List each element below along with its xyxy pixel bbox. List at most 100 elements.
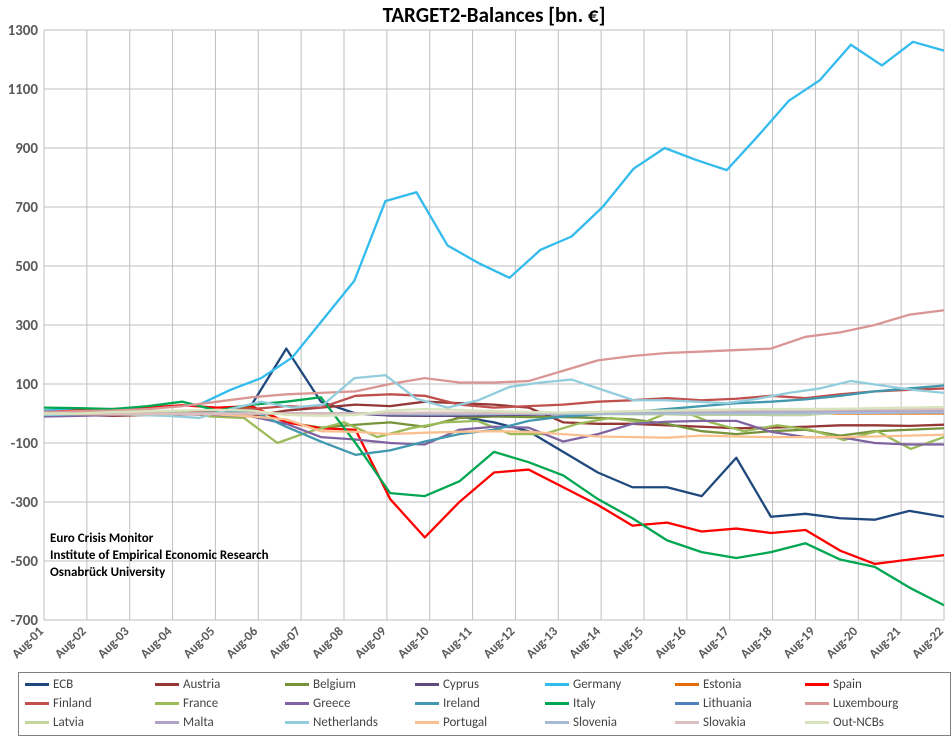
legend-item: Portugal	[415, 713, 545, 732]
legend-label: Greece	[313, 696, 350, 711]
x-axis-label: Aug-14	[566, 624, 604, 662]
legend-item: Malta	[155, 713, 285, 732]
legend-label: Out-NCBs	[833, 715, 884, 730]
legend-label: Austria	[183, 677, 220, 692]
x-axis-label: Aug-17	[695, 624, 733, 662]
legend-item: Finland	[25, 694, 155, 713]
legend-swatch	[545, 721, 569, 724]
legend-swatch	[285, 721, 309, 724]
x-axis-label: Aug-08	[309, 624, 347, 662]
legend-swatch	[545, 702, 569, 705]
legend-label: Luxembourg	[833, 696, 898, 711]
x-axis-label: Aug-21	[866, 624, 904, 662]
legend-swatch	[545, 683, 569, 686]
x-axis-label: Aug-22	[909, 624, 947, 662]
legend-swatch	[805, 721, 829, 724]
legend-label: Lithuania	[703, 696, 752, 711]
y-axis-label: 700	[15, 199, 38, 217]
legend-item: Slovakia	[675, 713, 805, 732]
legend-swatch	[155, 702, 179, 705]
legend-item: Netherlands	[285, 713, 415, 732]
legend-swatch	[415, 721, 439, 724]
legend-item: Lithuania	[675, 694, 805, 713]
legend-item: ECB	[25, 675, 155, 694]
legend-swatch	[675, 683, 699, 686]
attribution-line: Osnabrück University	[50, 565, 166, 580]
y-axis-label: -300	[11, 494, 39, 512]
legend-item: Out-NCBs	[805, 713, 935, 732]
legend-label: Slovakia	[703, 715, 746, 730]
legend-label: Netherlands	[313, 715, 378, 730]
legend-label: Finland	[53, 696, 92, 711]
legend-label: Cyprus	[443, 677, 479, 692]
series-ireland	[44, 385, 944, 454]
x-axis-label: Aug-04	[138, 624, 176, 662]
x-axis-label: Aug-11	[438, 624, 476, 662]
legend-item: Germany	[545, 675, 675, 694]
legend-label: Latvia	[53, 715, 84, 730]
target2-chart: -700-500-300-10010030050070090011001300A…	[0, 0, 951, 754]
attribution-line: Euro Crisis Monitor	[50, 531, 154, 546]
legend-swatch	[415, 683, 439, 686]
legend-item: France	[155, 694, 285, 713]
legend-item: Ireland	[415, 694, 545, 713]
x-axis-label: Aug-20	[824, 624, 862, 662]
legend-item: Estonia	[675, 675, 805, 694]
y-axis-label: 1100	[8, 81, 39, 99]
legend-label: France	[183, 696, 218, 711]
legend-label: Italy	[573, 696, 596, 711]
x-axis-label: Aug-02	[52, 624, 90, 662]
legend-swatch	[25, 702, 49, 705]
x-axis-label: Aug-07	[266, 624, 304, 662]
x-axis-label: Aug-13	[524, 624, 562, 662]
legend-swatch	[805, 702, 829, 705]
legend-label: Germany	[573, 677, 621, 692]
legend-swatch	[805, 683, 829, 686]
legend-item: Cyprus	[415, 675, 545, 694]
x-axis-label: Aug-03	[95, 624, 133, 662]
x-axis-label: Aug-10	[395, 624, 433, 662]
x-axis-label: Aug-12	[481, 624, 519, 662]
legend-item: Greece	[285, 694, 415, 713]
y-axis-label: -100	[11, 435, 39, 453]
x-axis-label: Aug-05	[181, 624, 219, 662]
legend-label: Belgium	[313, 677, 356, 692]
legend-label: Ireland	[443, 696, 480, 711]
x-axis-label: Aug-16	[652, 624, 690, 662]
legend-item: Luxembourg	[805, 694, 935, 713]
legend-swatch	[415, 702, 439, 705]
y-axis-label: 100	[15, 376, 38, 394]
x-axis-label: Aug-18	[738, 624, 776, 662]
legend-label: ECB	[53, 677, 73, 692]
legend-swatch	[25, 721, 49, 724]
legend-item: Austria	[155, 675, 285, 694]
y-axis-label: 900	[15, 140, 38, 158]
legend-label: Malta	[183, 715, 214, 730]
y-axis-label: 300	[15, 317, 38, 335]
series-ecb	[44, 349, 944, 520]
y-axis-label: -500	[11, 553, 39, 571]
legend-item: Italy	[545, 694, 675, 713]
x-axis-label: Aug-09	[352, 624, 390, 662]
legend-item: Slovenia	[545, 713, 675, 732]
series-germany	[44, 42, 944, 411]
attribution-line: Institute of Empirical Economic Research	[50, 548, 269, 563]
x-axis-label: Aug-15	[609, 624, 647, 662]
y-axis-label: 1300	[8, 22, 39, 40]
legend-label: Estonia	[703, 677, 741, 692]
legend-label: Portugal	[443, 715, 487, 730]
x-axis-label: Aug-19	[781, 624, 819, 662]
legend-swatch	[285, 702, 309, 705]
legend-item: Spain	[805, 675, 935, 694]
legend-label: Spain	[833, 677, 862, 692]
legend-swatch	[285, 683, 309, 686]
legend-swatch	[155, 683, 179, 686]
legend-item: Belgium	[285, 675, 415, 694]
legend-swatch	[675, 702, 699, 705]
chart-title: TARGET2-Balances [bn. €]	[383, 2, 606, 28]
legend-swatch	[25, 683, 49, 686]
legend: ECB Austria Belgium Cyprus Germany Estonia Spa…	[18, 672, 951, 736]
legend-label: Slovenia	[573, 715, 617, 730]
legend-swatch	[675, 721, 699, 724]
y-axis-label: 500	[15, 258, 38, 276]
